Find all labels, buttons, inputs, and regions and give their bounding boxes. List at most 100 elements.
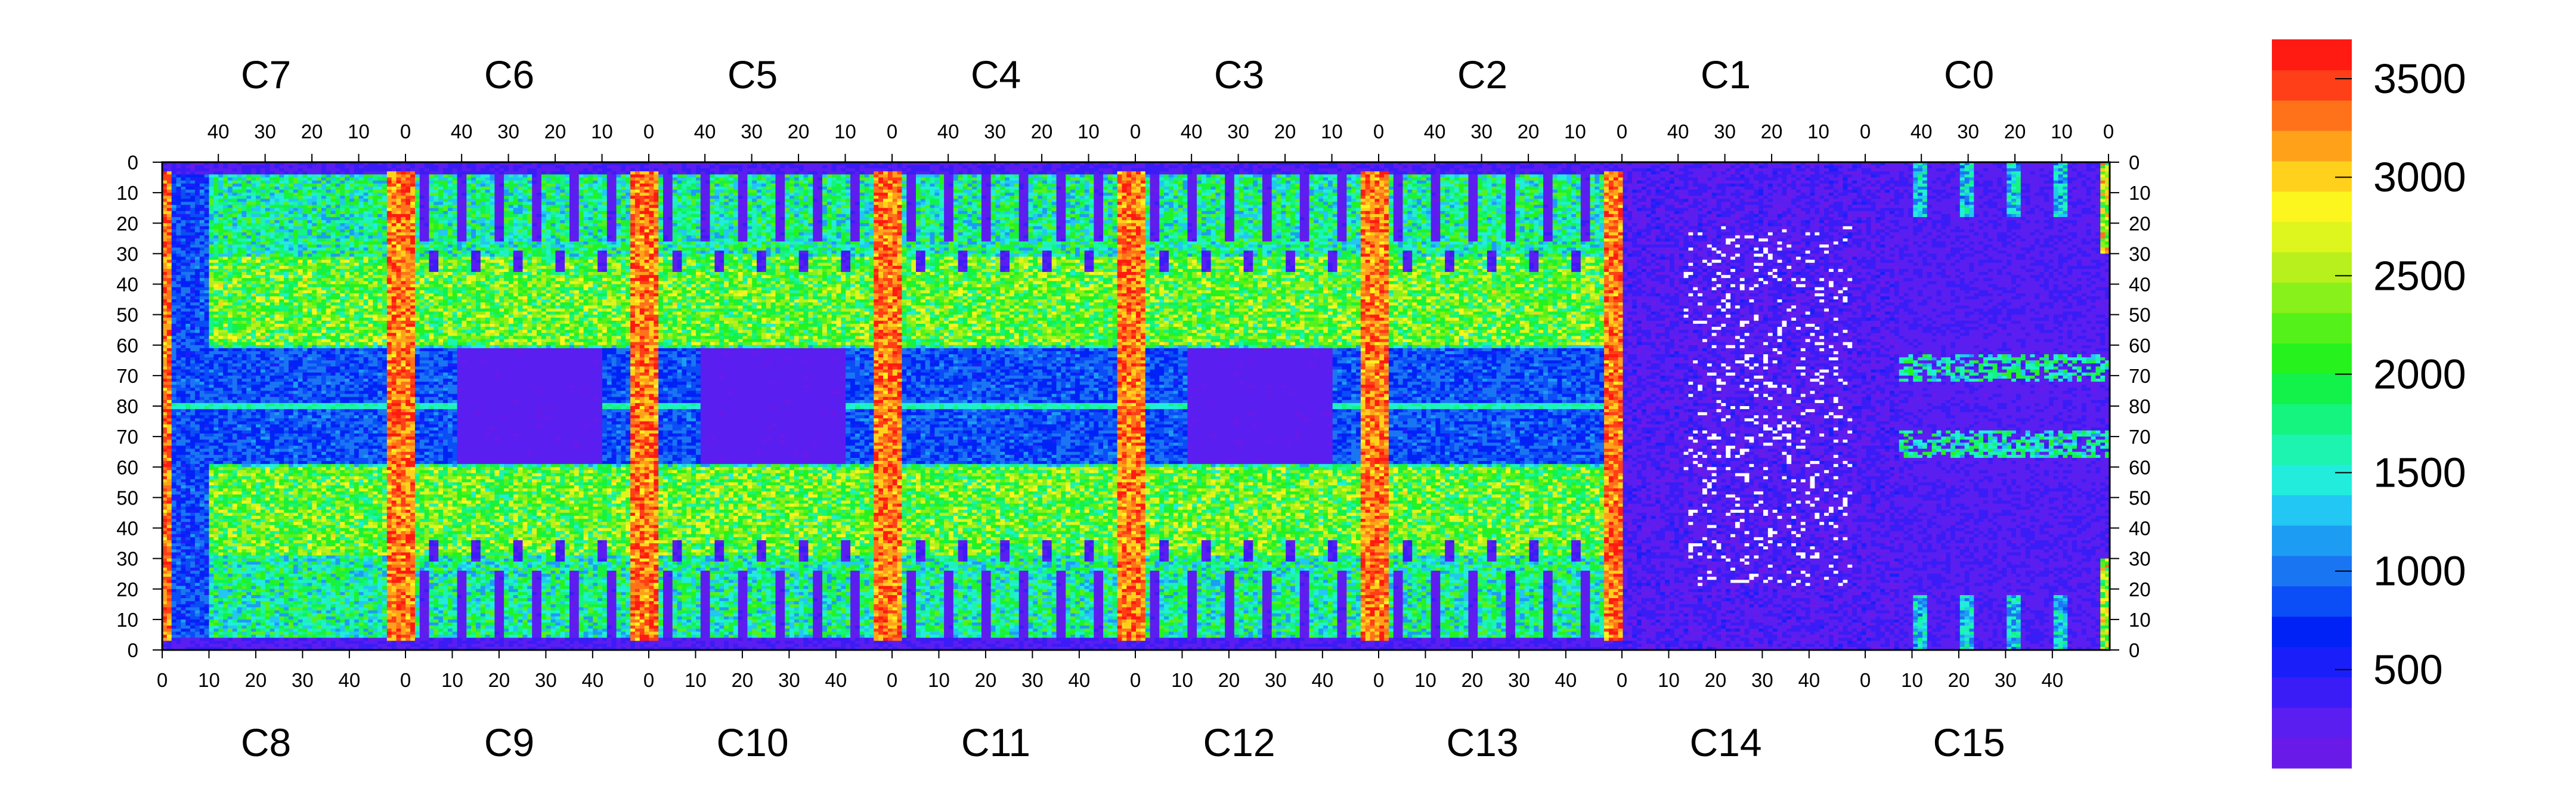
heatmap-cell (172, 528, 177, 532)
heatmap-cell (195, 452, 200, 456)
heatmap-cell (213, 269, 218, 273)
heatmap-cell (172, 324, 177, 327)
heatmap-cell (185, 516, 190, 519)
heatmap-cell (185, 507, 190, 510)
heatmap-cell (181, 445, 185, 449)
heatmap-cell (213, 540, 218, 544)
heatmap-cell (195, 333, 200, 336)
heatmap-cell (185, 281, 190, 284)
heatmap-cell (213, 549, 218, 553)
heatmap-cell (237, 302, 242, 306)
heatmap-cell (177, 345, 181, 349)
heatmap-cell (167, 607, 172, 611)
heatmap-cell (195, 592, 200, 596)
heatmap-cell (233, 628, 237, 632)
heatmap-cell (242, 580, 246, 583)
heatmap-cell (209, 174, 214, 178)
heatmap-cell (237, 312, 242, 315)
heatmap-cell (172, 181, 177, 184)
heatmap-cell (205, 247, 209, 251)
heatmap-cell (237, 397, 242, 401)
heatmap-cell (185, 580, 190, 583)
heatmap-cell (177, 634, 181, 638)
heatmap-cell (190, 461, 195, 465)
heatmap-cell (181, 556, 185, 559)
heatmap-cell (223, 528, 228, 532)
heatmap-cell (213, 184, 218, 187)
heatmap-cell (209, 336, 214, 339)
heatmap-cell (205, 302, 209, 306)
heatmap-cell (218, 223, 223, 227)
heatmap-cell (172, 239, 177, 242)
heatmap-cell (167, 253, 172, 257)
heatmap-cell (200, 223, 205, 227)
heatmap-cell (237, 281, 242, 284)
heatmap-cell (223, 583, 228, 587)
heatmap-cell (195, 339, 200, 343)
heatmap-cell (177, 382, 181, 385)
heatmap-cell (172, 363, 177, 367)
heatmap-cell (237, 494, 242, 498)
heatmap-cell (223, 494, 228, 498)
heatmap-cell (213, 641, 218, 645)
heatmap-cell (209, 333, 214, 336)
heatmap-cell (209, 394, 214, 398)
heatmap-cell (200, 510, 205, 513)
heatmap-cell (172, 278, 177, 281)
heatmap-cell (195, 525, 200, 528)
heatmap-cell (195, 403, 200, 407)
heatmap-cell (213, 422, 218, 425)
heatmap-cell (181, 253, 185, 257)
heatmap-cell (242, 476, 246, 480)
heatmap-cell (205, 428, 209, 431)
heatmap-cell (209, 226, 214, 230)
heatmap-cell (223, 354, 228, 358)
heatmap-cell (209, 376, 214, 379)
heatmap-cell (223, 367, 228, 370)
heatmap-cell (185, 397, 190, 401)
heatmap-cell (172, 577, 177, 580)
heatmap-cell (195, 233, 200, 236)
heatmap-cell (167, 400, 172, 404)
heatmap-cell (181, 312, 185, 315)
heatmap-cell (190, 403, 195, 407)
heatmap-cell (228, 187, 233, 190)
heatmap-cell (228, 348, 233, 352)
heatmap-cell (185, 308, 190, 312)
heatmap-cell (242, 354, 246, 358)
heatmap-cell (172, 519, 177, 522)
heatmap-cell (172, 211, 177, 215)
heatmap-cell (218, 165, 223, 169)
heatmap-cell (177, 318, 181, 321)
heatmap-cell (228, 537, 233, 541)
heatmap-cell (228, 181, 233, 184)
heatmap-cell (177, 400, 181, 404)
heatmap-cell (233, 513, 237, 516)
heatmap-cell (181, 318, 185, 321)
heatmap-cell (190, 565, 195, 568)
heatmap-cell (213, 382, 218, 385)
heatmap-cell (246, 190, 251, 193)
heatmap-cell (205, 452, 209, 456)
heatmap-cell (233, 318, 237, 321)
heatmap-cell (242, 556, 246, 559)
heatmap-cell (228, 373, 233, 376)
heatmap-cell (209, 577, 214, 580)
heatmap-cell (195, 174, 200, 178)
heatmap-cell (185, 223, 190, 227)
heatmap-cell (237, 631, 242, 635)
heatmap-cell (237, 546, 242, 550)
heatmap-cell (181, 519, 185, 522)
heatmap-cell (181, 504, 185, 507)
heatmap-cell (233, 583, 237, 587)
heatmap-cell (233, 442, 237, 446)
heatmap-cell (177, 473, 181, 476)
heatmap-cell (213, 586, 218, 590)
heatmap-cell (190, 473, 195, 476)
heatmap-cell (190, 617, 195, 620)
heatmap-cell (237, 229, 242, 233)
heatmap-cell (213, 287, 218, 291)
heatmap-cell (181, 351, 185, 355)
heatmap-cell (209, 562, 214, 565)
heatmap-cell (172, 202, 177, 205)
